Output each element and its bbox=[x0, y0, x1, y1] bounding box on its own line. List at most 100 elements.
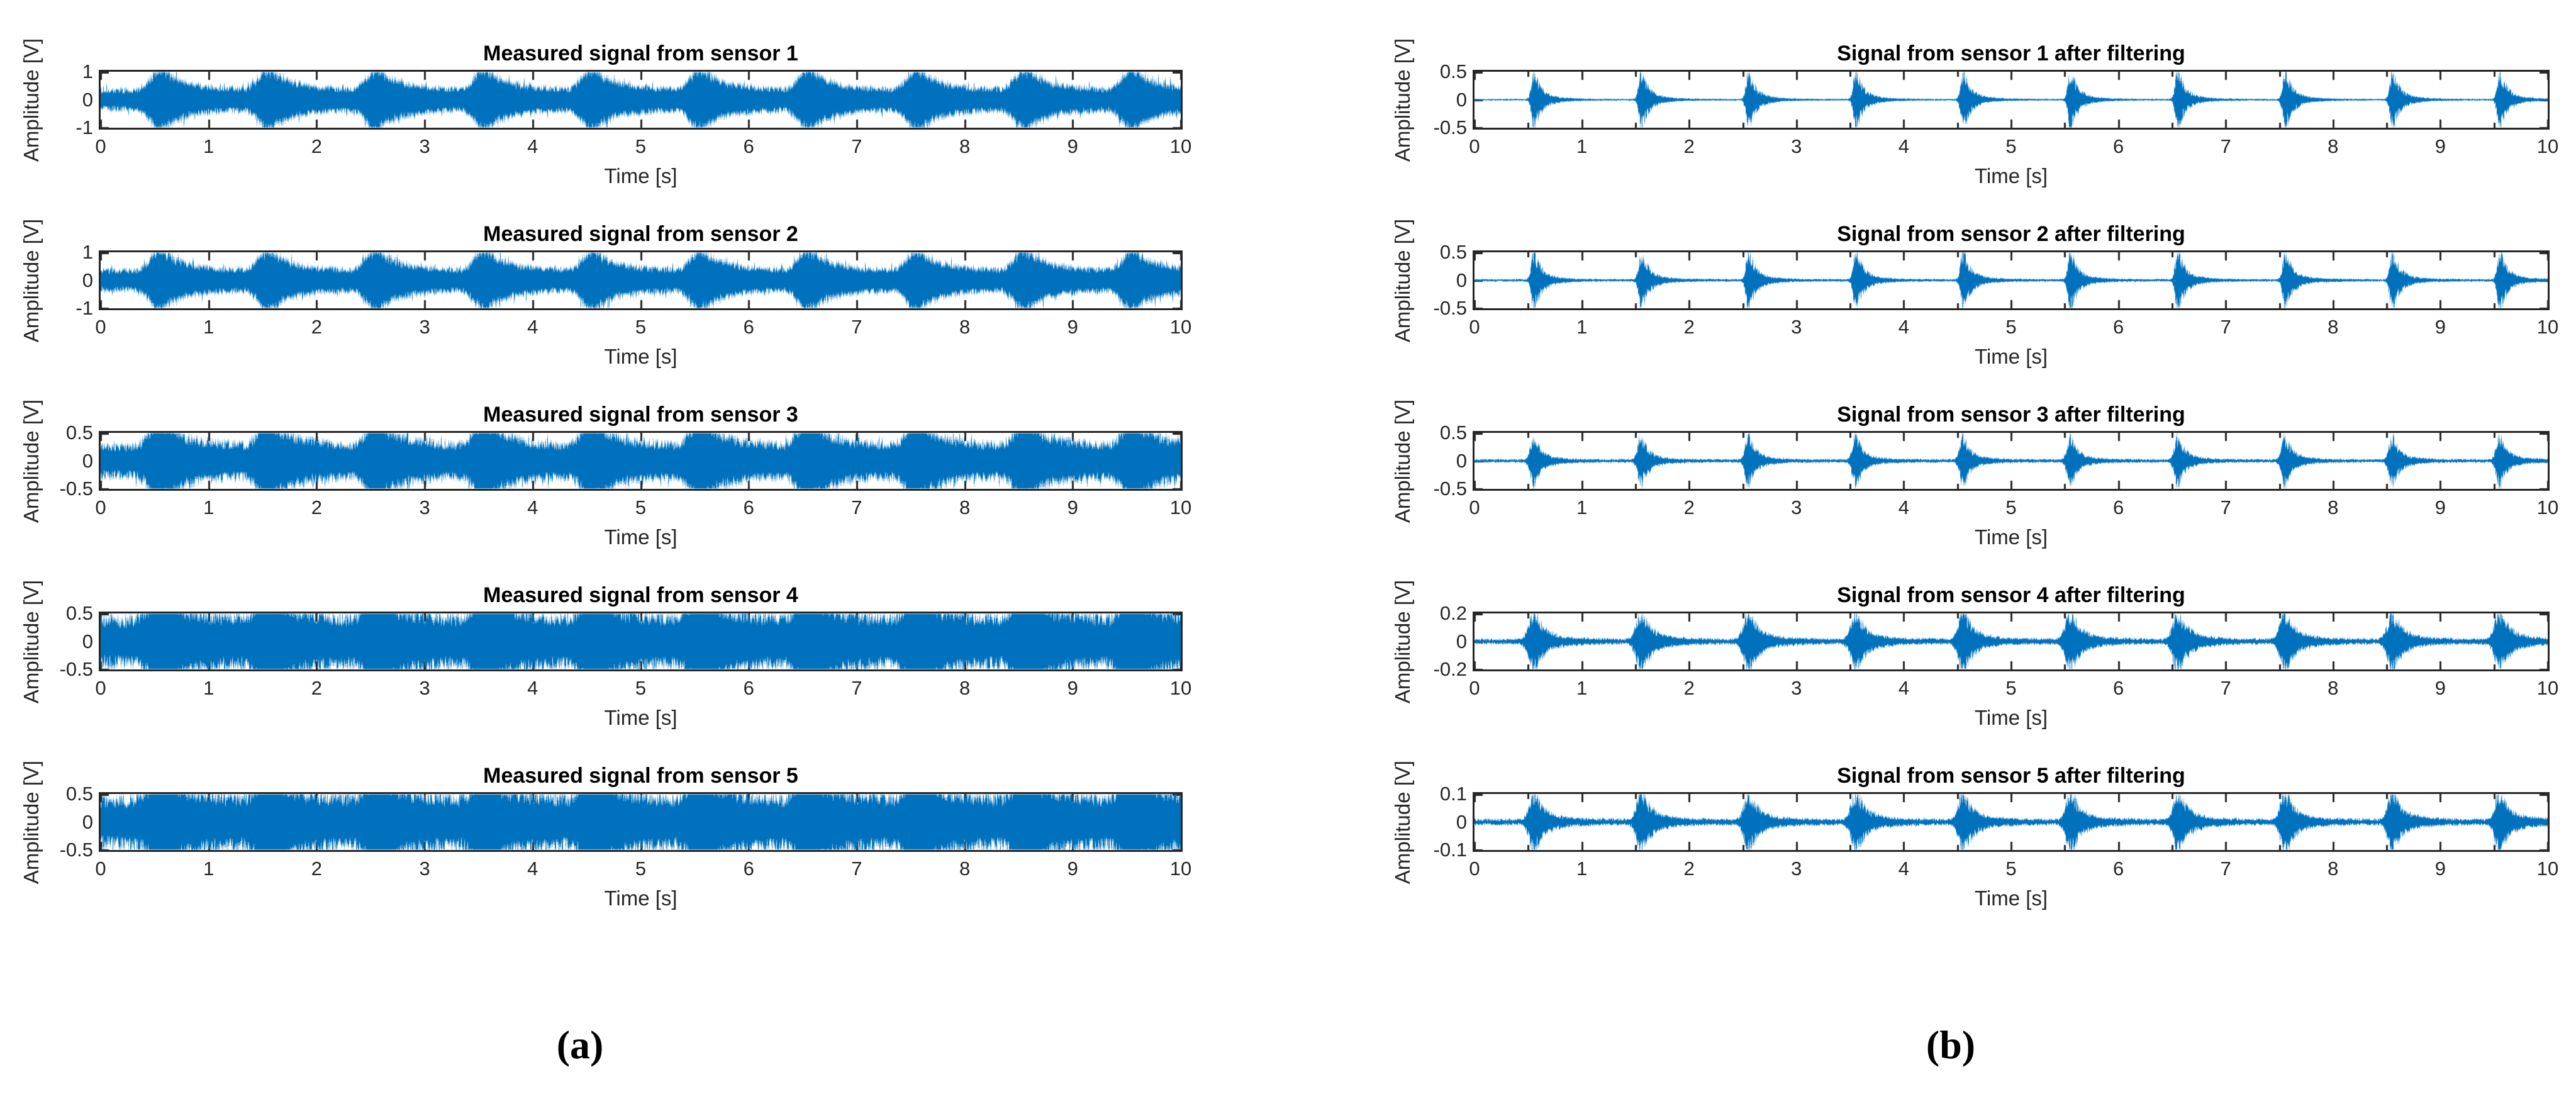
plot-title: Measured signal from sensor 3 bbox=[483, 403, 798, 427]
x-tick-label: 9 bbox=[1067, 858, 1078, 880]
x-tick-label: 4 bbox=[527, 135, 538, 157]
x-tick-label: 6 bbox=[2112, 316, 2124, 338]
x-tick-label: 5 bbox=[2005, 677, 2017, 699]
x-tick-label: 3 bbox=[1791, 135, 1802, 157]
y-tick-label: -0.2 bbox=[1433, 658, 1467, 680]
plot-area bbox=[99, 250, 1183, 310]
x-tick-label: 0 bbox=[1469, 858, 1480, 880]
waveform-canvas bbox=[1475, 613, 2548, 669]
x-tick-label: 9 bbox=[1067, 135, 1078, 157]
x-tick-label: 9 bbox=[2434, 677, 2446, 699]
x-tick-label: 3 bbox=[419, 135, 430, 157]
x-tick-label: 0 bbox=[95, 135, 106, 157]
x-tick-label: 7 bbox=[851, 496, 862, 518]
x-tick-label: 2 bbox=[311, 135, 323, 157]
x-axis-label: Time [s] bbox=[604, 164, 677, 187]
x-tick-label: 6 bbox=[2112, 677, 2124, 699]
x-tick-label: 0 bbox=[1469, 496, 1480, 518]
x-tick-label: 6 bbox=[743, 496, 754, 518]
x-tick-label: 6 bbox=[2112, 135, 2124, 157]
y-tick-label: -0.5 bbox=[1433, 478, 1467, 500]
x-tick-label: 3 bbox=[419, 858, 430, 880]
x-axis-label: Time [s] bbox=[604, 345, 677, 368]
waveform-canvas bbox=[1475, 72, 2548, 128]
x-tick-label: 4 bbox=[1898, 135, 1910, 157]
x-tick-label: 10 bbox=[1169, 677, 1192, 699]
y-tick-label: 0 bbox=[1456, 269, 1467, 291]
plot-title: Measured signal from sensor 4 bbox=[483, 583, 798, 607]
x-tick-label: 1 bbox=[1576, 677, 1588, 699]
x-axis-label: Time [s] bbox=[1974, 886, 2048, 910]
plot-area bbox=[99, 792, 1183, 852]
plot-area bbox=[1473, 612, 2550, 671]
x-tick-label: 3 bbox=[1791, 316, 1802, 338]
x-axis-label: Time [s] bbox=[604, 886, 677, 910]
x-tick-label: 5 bbox=[2005, 858, 2017, 880]
x-tick-label: 2 bbox=[1683, 858, 1695, 880]
plot-title: Signal from sensor 4 after filtering bbox=[1837, 583, 2185, 607]
x-tick-label: 9 bbox=[1067, 316, 1078, 338]
waveform-canvas bbox=[101, 613, 1181, 669]
y-tick-label: 1 bbox=[82, 241, 93, 263]
x-tick-label: 0 bbox=[95, 858, 106, 880]
x-tick-label: 0 bbox=[1469, 677, 1480, 699]
x-tick-label: 2 bbox=[311, 496, 323, 518]
plot-title: Measured signal from sensor 5 bbox=[483, 764, 798, 788]
y-tick-label: 0 bbox=[82, 88, 93, 111]
x-tick-label: 1 bbox=[1576, 496, 1588, 518]
x-tick-label: 10 bbox=[2536, 135, 2559, 157]
x-tick-label: 1 bbox=[203, 316, 215, 338]
plot-area bbox=[99, 70, 1183, 130]
x-tick-label: 4 bbox=[1898, 858, 1910, 880]
x-tick-label: 4 bbox=[527, 316, 538, 338]
waveform-canvas bbox=[1475, 794, 2548, 850]
x-tick-label: 2 bbox=[1683, 316, 1695, 338]
x-tick-label: 3 bbox=[419, 316, 430, 338]
x-tick-label: 7 bbox=[2220, 496, 2231, 518]
x-tick-label: 5 bbox=[635, 316, 647, 338]
y-tick-label: 0 bbox=[82, 630, 93, 652]
x-tick-label: 3 bbox=[419, 677, 430, 699]
x-tick-label: 1 bbox=[1576, 135, 1588, 157]
x-tick-label: 6 bbox=[743, 677, 754, 699]
y-tick-label: -0.5 bbox=[1433, 297, 1467, 319]
x-tick-label: 7 bbox=[2220, 135, 2231, 157]
x-axis-label: Time [s] bbox=[1974, 345, 2048, 368]
x-tick-label: 0 bbox=[1469, 135, 1480, 157]
y-tick-label: -1 bbox=[75, 116, 93, 138]
waveform-canvas bbox=[101, 72, 1181, 128]
y-tick-label: -1 bbox=[75, 297, 93, 319]
x-tick-label: 2 bbox=[311, 316, 323, 338]
plot-area bbox=[99, 431, 1183, 491]
x-tick-label: 10 bbox=[2536, 316, 2559, 338]
x-tick-label: 4 bbox=[1898, 677, 1910, 699]
x-tick-label: 5 bbox=[2005, 135, 2017, 157]
x-tick-label: 1 bbox=[203, 496, 215, 518]
x-tick-label: 8 bbox=[959, 496, 971, 518]
x-tick-label: 1 bbox=[203, 135, 215, 157]
x-tick-label: 3 bbox=[1791, 496, 1802, 518]
x-tick-label: 5 bbox=[2005, 316, 2017, 338]
x-tick-label: 6 bbox=[2112, 858, 2124, 880]
x-tick-label: 7 bbox=[2220, 858, 2231, 880]
plot-title: Signal from sensor 5 after filtering bbox=[1837, 764, 2185, 788]
plot-area bbox=[1473, 250, 2550, 310]
x-tick-label: 0 bbox=[1469, 316, 1480, 338]
x-tick-label: 9 bbox=[2434, 496, 2446, 518]
x-tick-label: 10 bbox=[2536, 496, 2559, 518]
x-tick-label: 8 bbox=[959, 316, 971, 338]
y-tick-label: 0.5 bbox=[1439, 241, 1467, 263]
x-tick-label: 1 bbox=[203, 858, 215, 880]
y-tick-label: 0.5 bbox=[1439, 422, 1467, 444]
x-tick-label: 2 bbox=[311, 677, 323, 699]
x-tick-label: 10 bbox=[1169, 496, 1192, 518]
x-tick-label: 2 bbox=[1683, 496, 1695, 518]
x-tick-label: 1 bbox=[203, 677, 215, 699]
plot-area bbox=[1473, 431, 2550, 491]
caption-a: (a) bbox=[556, 1022, 604, 1067]
x-tick-label: 7 bbox=[851, 858, 862, 880]
x-tick-label: 9 bbox=[1067, 496, 1078, 518]
x-tick-label: 9 bbox=[1067, 677, 1078, 699]
x-tick-label: 3 bbox=[1791, 677, 1802, 699]
y-tick-label: -0.5 bbox=[59, 478, 93, 500]
